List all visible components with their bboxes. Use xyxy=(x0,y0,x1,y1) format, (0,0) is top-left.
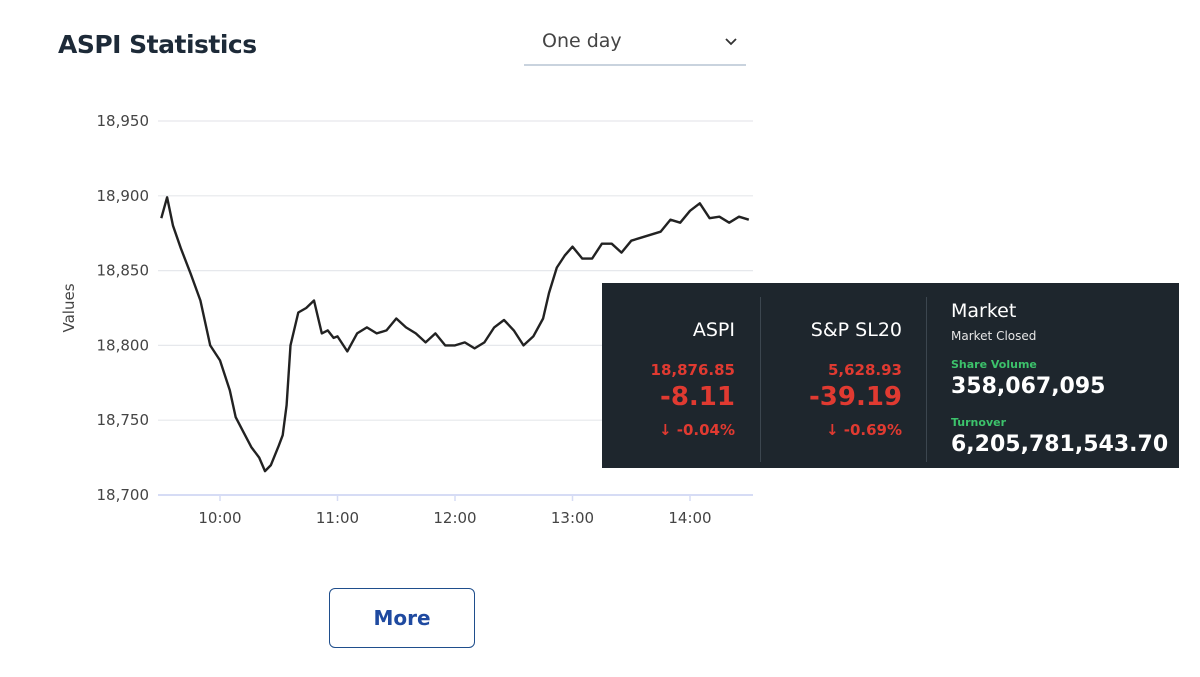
y-tick-label: 18,950 xyxy=(97,112,150,130)
panel-divider xyxy=(760,297,761,462)
y-tick-label: 18,850 xyxy=(97,262,150,280)
market-summary-panel: ASPI 18,876.85 -8.11 ↓ -0.04% S&P SL20 5… xyxy=(602,283,1179,468)
panel-divider xyxy=(926,297,927,462)
snp-sl20-change: -39.19 xyxy=(808,382,902,412)
series-line xyxy=(160,196,750,473)
y-tick-label: 18,750 xyxy=(97,411,150,429)
turnover-label: Turnover xyxy=(951,416,1006,429)
x-tick-label: 10:00 xyxy=(198,509,241,527)
x-tick-label: 14:00 xyxy=(668,509,711,527)
share-volume-value: 358,067,095 xyxy=(951,374,1106,399)
snp-sl20-value: 5,628.93 xyxy=(827,361,902,379)
y-tick-label: 18,900 xyxy=(97,187,150,205)
aspi-name: ASPI xyxy=(692,319,735,341)
market-title: Market xyxy=(951,300,1017,322)
x-tick-label: 13:00 xyxy=(551,509,594,527)
snp-sl20-pct-change: ↓ -0.69% xyxy=(825,421,902,439)
period-select[interactable]: One day xyxy=(524,24,746,66)
snp-sl20-name: S&P SL20 xyxy=(810,319,902,341)
x-tick-label: 12:00 xyxy=(433,509,476,527)
aspi-value: 18,876.85 xyxy=(650,361,735,379)
y-tick-label: 18,700 xyxy=(97,486,150,504)
share-volume-label: Share Volume xyxy=(951,358,1037,371)
turnover-value: 6,205,781,543.70 xyxy=(951,432,1169,457)
more-button[interactable]: More xyxy=(329,588,475,648)
y-axis-ticks: 18,700 18,750 18,800 18,850 18,900 18,950 xyxy=(97,112,150,504)
period-select-value: One day xyxy=(542,30,622,52)
aspi-pct-change: ↓ -0.04% xyxy=(658,421,735,439)
x-tick-label: 11:00 xyxy=(316,509,359,527)
y-axis-title: Values xyxy=(60,283,78,332)
x-axis-ticks: 10:00 11:00 12:00 13:00 14:00 xyxy=(198,495,712,527)
market-status: Market Closed xyxy=(951,329,1037,343)
chevron-down-icon xyxy=(725,38,737,46)
aspi-change: -8.11 xyxy=(660,382,735,412)
page-title: ASPI Statistics xyxy=(58,30,257,59)
aspi-line-chart: 18,700 18,750 18,800 18,850 18,900 18,950 10:… xyxy=(60,112,753,527)
y-tick-label: 18,800 xyxy=(97,336,150,354)
